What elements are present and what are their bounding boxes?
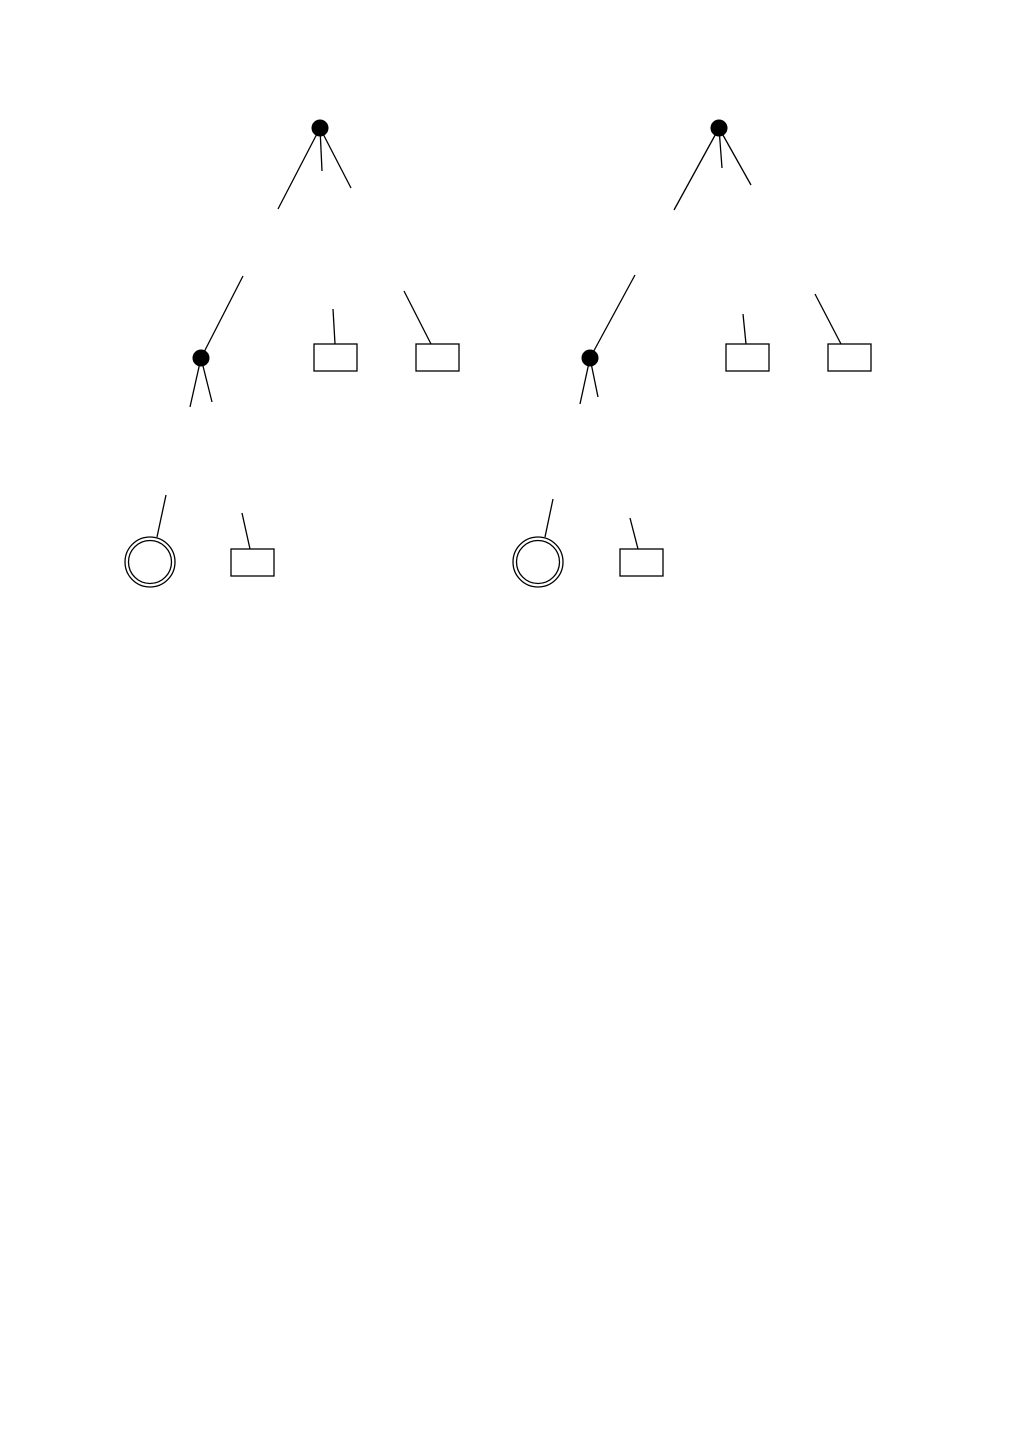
- leaf-box-3: [230, 548, 275, 577]
- branch-node-child: [581, 349, 599, 367]
- leaf-box-2: [415, 343, 460, 372]
- leaf-box-3: [619, 548, 664, 577]
- edge-root-right-stub: [718, 127, 752, 186]
- goal-double-circle: [124, 536, 176, 588]
- branch-node-root: [710, 119, 728, 137]
- edge-to-box-1: [742, 313, 747, 345]
- edge-to-box-3: [241, 512, 251, 550]
- edge-to-goal-circle: [544, 498, 554, 538]
- leaf-box-1: [313, 343, 358, 372]
- edge-root-left-stub: [277, 127, 321, 210]
- edge-to-box-2: [814, 293, 842, 345]
- edge-to-box-3: [629, 517, 639, 550]
- goal-double-circle: [512, 536, 564, 588]
- edge-root-left-stub: [673, 127, 720, 211]
- leaf-box-2: [827, 343, 872, 372]
- edge-root-right-stub: [319, 127, 352, 189]
- tree-left: [124, 119, 460, 588]
- edge-to-box-2: [403, 290, 432, 345]
- leaf-box-1: [725, 343, 770, 372]
- tree-right: [512, 119, 872, 588]
- edge-to-goal-circle: [156, 494, 167, 538]
- edge-to-branch-node: [200, 275, 244, 359]
- edge-to-box-1: [332, 308, 336, 345]
- goal-inner-ring: [127, 539, 173, 585]
- branch-node-child: [192, 349, 210, 367]
- branch-node-root: [311, 119, 329, 137]
- edge-to-branch-node: [589, 274, 636, 359]
- goal-inner-ring: [515, 539, 561, 585]
